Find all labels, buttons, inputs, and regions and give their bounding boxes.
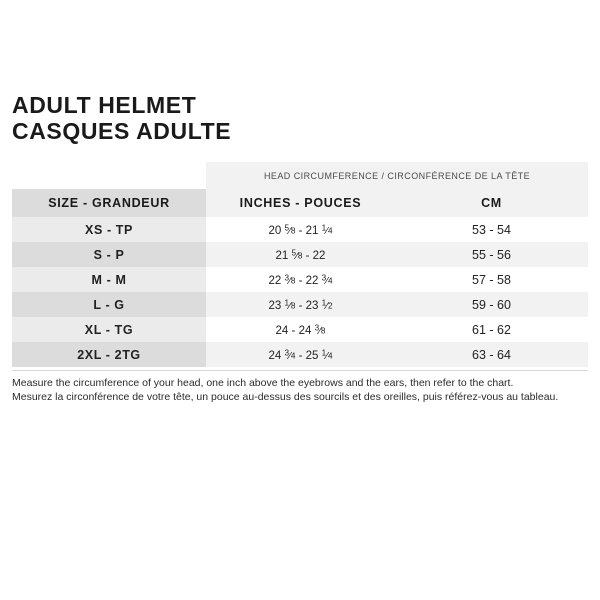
cell-cm: 63 - 64: [395, 342, 588, 367]
cell-size: M - M: [12, 267, 206, 292]
cell-inches: 24 - 24 3⁄8: [206, 317, 395, 342]
cell-size: S - P: [12, 242, 206, 267]
title-line-english: ADULT HELMET: [12, 92, 197, 118]
table-column-header-row: SIZE - GRANDEUR INCHES - POUCES CM: [12, 189, 588, 217]
cell-size: L - G: [12, 292, 206, 317]
table-group-header-row: HEAD CIRCUMFERENCE / CIRCONFÉRENCE DE LA…: [12, 162, 588, 189]
group-header-head-circumference: HEAD CIRCUMFERENCE / CIRCONFÉRENCE DE LA…: [206, 162, 588, 189]
table-header: HEAD CIRCUMFERENCE / CIRCONFÉRENCE DE LA…: [12, 162, 588, 217]
footnote-line-french: Mesurez la circonférence de votre tête, …: [12, 391, 559, 403]
cell-inches: 24 3⁄4 - 25 1⁄4: [206, 342, 395, 367]
table-row: L - G 23 1⁄8 - 23 1⁄2 59 - 60: [12, 292, 588, 317]
title-line-french: CASQUES ADULTE: [12, 118, 232, 144]
footnote-line-english: Measure the circumference of your head, …: [12, 377, 514, 389]
cell-inches: 23 1⁄8 - 23 1⁄2: [206, 292, 395, 317]
column-header-cm: CM: [395, 189, 588, 217]
cell-inches: 22 3⁄8 - 22 3⁄4: [206, 267, 395, 292]
cell-cm: 53 - 54: [395, 217, 588, 242]
cell-size: 2XL - 2TG: [12, 342, 206, 367]
cell-cm: 59 - 60: [395, 292, 588, 317]
cell-size: XS - TP: [12, 217, 206, 242]
cell-inches: 21 5⁄8 - 22: [206, 242, 395, 267]
cell-cm: 57 - 58: [395, 267, 588, 292]
table-body: XS - TP 20 5⁄8 - 21 1⁄4 53 - 54 S - P 21 5⁄8…: [12, 217, 588, 367]
table-row: M - M 22 3⁄8 - 22 3⁄4 57 - 58: [12, 267, 588, 292]
cell-cm: 55 - 56: [395, 242, 588, 267]
footnote: Measure the circumference of your head, …: [12, 370, 588, 404]
size-chart-table: HEAD CIRCUMFERENCE / CIRCONFÉRENCE DE LA…: [12, 162, 588, 367]
table-row: XS - TP 20 5⁄8 - 21 1⁄4 53 - 54: [12, 217, 588, 242]
column-header-inches: INCHES - POUCES: [206, 189, 395, 217]
column-header-size: SIZE - GRANDEUR: [12, 189, 206, 217]
cell-size: XL - TG: [12, 317, 206, 342]
table-row: XL - TG 24 - 24 3⁄8 61 - 62: [12, 317, 588, 342]
page-title: ADULT HELMET CASQUES ADULTE: [12, 92, 572, 144]
group-header-spacer: [12, 162, 206, 189]
table-row: S - P 21 5⁄8 - 22 55 - 56: [12, 242, 588, 267]
cell-cm: 61 - 62: [395, 317, 588, 342]
table-row: 2XL - 2TG 24 3⁄4 - 25 1⁄4 63 - 64: [12, 342, 588, 367]
cell-inches: 20 5⁄8 - 21 1⁄4: [206, 217, 395, 242]
